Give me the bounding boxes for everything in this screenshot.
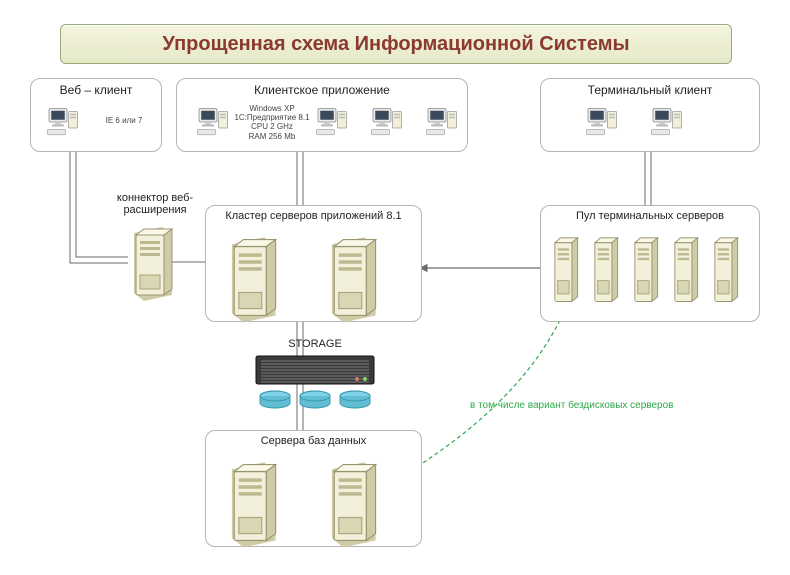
- label-storage: STORAGE: [255, 338, 375, 350]
- green-diskless-note: в том числе вариант бездисковых серверов: [470, 400, 730, 411]
- pc-icon: [315, 104, 351, 145]
- server-icon: [552, 235, 581, 314]
- label-db-servers: Сервера баз данных: [214, 435, 413, 447]
- pc-icon: [585, 104, 621, 145]
- server-icon: [712, 235, 741, 314]
- server-icon: [325, 460, 378, 555]
- server-icon: [225, 460, 278, 555]
- disk-icon: [258, 390, 292, 415]
- label-term-pool: Пул терминальных серверов: [549, 210, 751, 222]
- server-icon: [325, 235, 378, 330]
- pc-icon: [425, 104, 461, 145]
- server-icon: [128, 225, 174, 308]
- disk-icon: [298, 390, 332, 415]
- server-icon: [632, 235, 661, 314]
- server-icon: [592, 235, 621, 314]
- pc-icon: [196, 104, 232, 145]
- label-client-app: Клиентское приложение: [177, 83, 467, 97]
- pc-icon: [46, 104, 82, 145]
- client-spec-note: Windows XP 1С:Предприятие 8.1 CPU 2 GHz …: [232, 104, 312, 141]
- pc-icon: [650, 104, 686, 145]
- ie-note: IE 6 или 7: [96, 116, 152, 125]
- storage-rack-icon: [255, 355, 375, 390]
- label-web-connector: коннектор веб- расширения: [100, 192, 210, 216]
- label-app-cluster: Кластер серверов приложений 8.1: [214, 210, 413, 222]
- label-web-client: Веб – клиент: [31, 83, 161, 97]
- title-bar: Упрощенная схема Информационной Системы: [60, 24, 732, 64]
- label-term-client: Терминальный клиент: [541, 83, 759, 97]
- server-icon: [672, 235, 701, 314]
- pc-icon: [370, 104, 406, 145]
- disk-icon: [338, 390, 372, 415]
- diagram-stage: Упрощенная схема Информационной Системы …: [0, 0, 790, 575]
- page-title: Упрощенная схема Информационной Системы: [162, 33, 629, 56]
- server-icon: [225, 235, 278, 330]
